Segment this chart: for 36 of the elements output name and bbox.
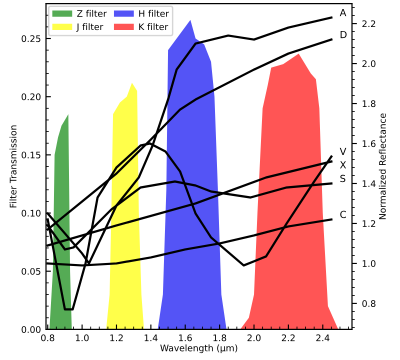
x-tick-label: 1.2 bbox=[110, 334, 123, 342]
x-axis-title: Wavelength (μm) bbox=[160, 344, 238, 354]
series-label: A bbox=[340, 9, 346, 16]
y2-tick-label: 2.0 bbox=[362, 60, 376, 68]
y-tick-label: 0.00 bbox=[22, 326, 41, 333]
x-tick-label: 1.8 bbox=[213, 334, 226, 342]
y-tick-label: 0.25 bbox=[22, 35, 40, 42]
y-tick-label: 0.10 bbox=[22, 210, 41, 217]
y2-tick-label: 0.8 bbox=[362, 300, 376, 307]
y2-tick-label: 2.2 bbox=[362, 20, 376, 28]
x-tick-label: 2.0 bbox=[247, 334, 261, 342]
y-tick-label: 0.05 bbox=[22, 268, 40, 275]
series-label: D bbox=[340, 31, 347, 38]
y-axis-title: Filter Transmission bbox=[10, 125, 17, 208]
y2-axis-title: Normalized Reflectance bbox=[378, 113, 386, 220]
series-label: X bbox=[340, 161, 346, 168]
legend-label: Z filter bbox=[77, 10, 107, 17]
y2-tick-label: 1.8 bbox=[362, 100, 376, 108]
x-tick-label: 1.4 bbox=[144, 334, 158, 342]
x-tick-label: 1.0 bbox=[76, 334, 89, 342]
series-label: C bbox=[340, 210, 346, 218]
y2-tick-label: 1.0 bbox=[362, 260, 376, 267]
legend-label: J filter bbox=[76, 23, 104, 32]
y-tick-label: 0.15 bbox=[22, 152, 40, 158]
x-tick-label: 2.4 bbox=[316, 334, 330, 342]
series-label: V bbox=[340, 148, 346, 156]
x-tick-label: 0.8 bbox=[41, 334, 54, 342]
x-tick-label: 2.2 bbox=[282, 334, 295, 342]
series-label: S bbox=[340, 174, 346, 182]
y2-tick-label: 1.4 bbox=[362, 180, 376, 187]
legend-label: H filter bbox=[139, 10, 169, 17]
y2-tick-label: 1.6 bbox=[362, 140, 376, 148]
y-tick-label: 0.20 bbox=[22, 93, 41, 100]
y2-tick-label: 1.2 bbox=[362, 220, 376, 227]
x-tick-label: 1.6 bbox=[179, 334, 192, 342]
legend-label: K filter bbox=[139, 23, 168, 30]
